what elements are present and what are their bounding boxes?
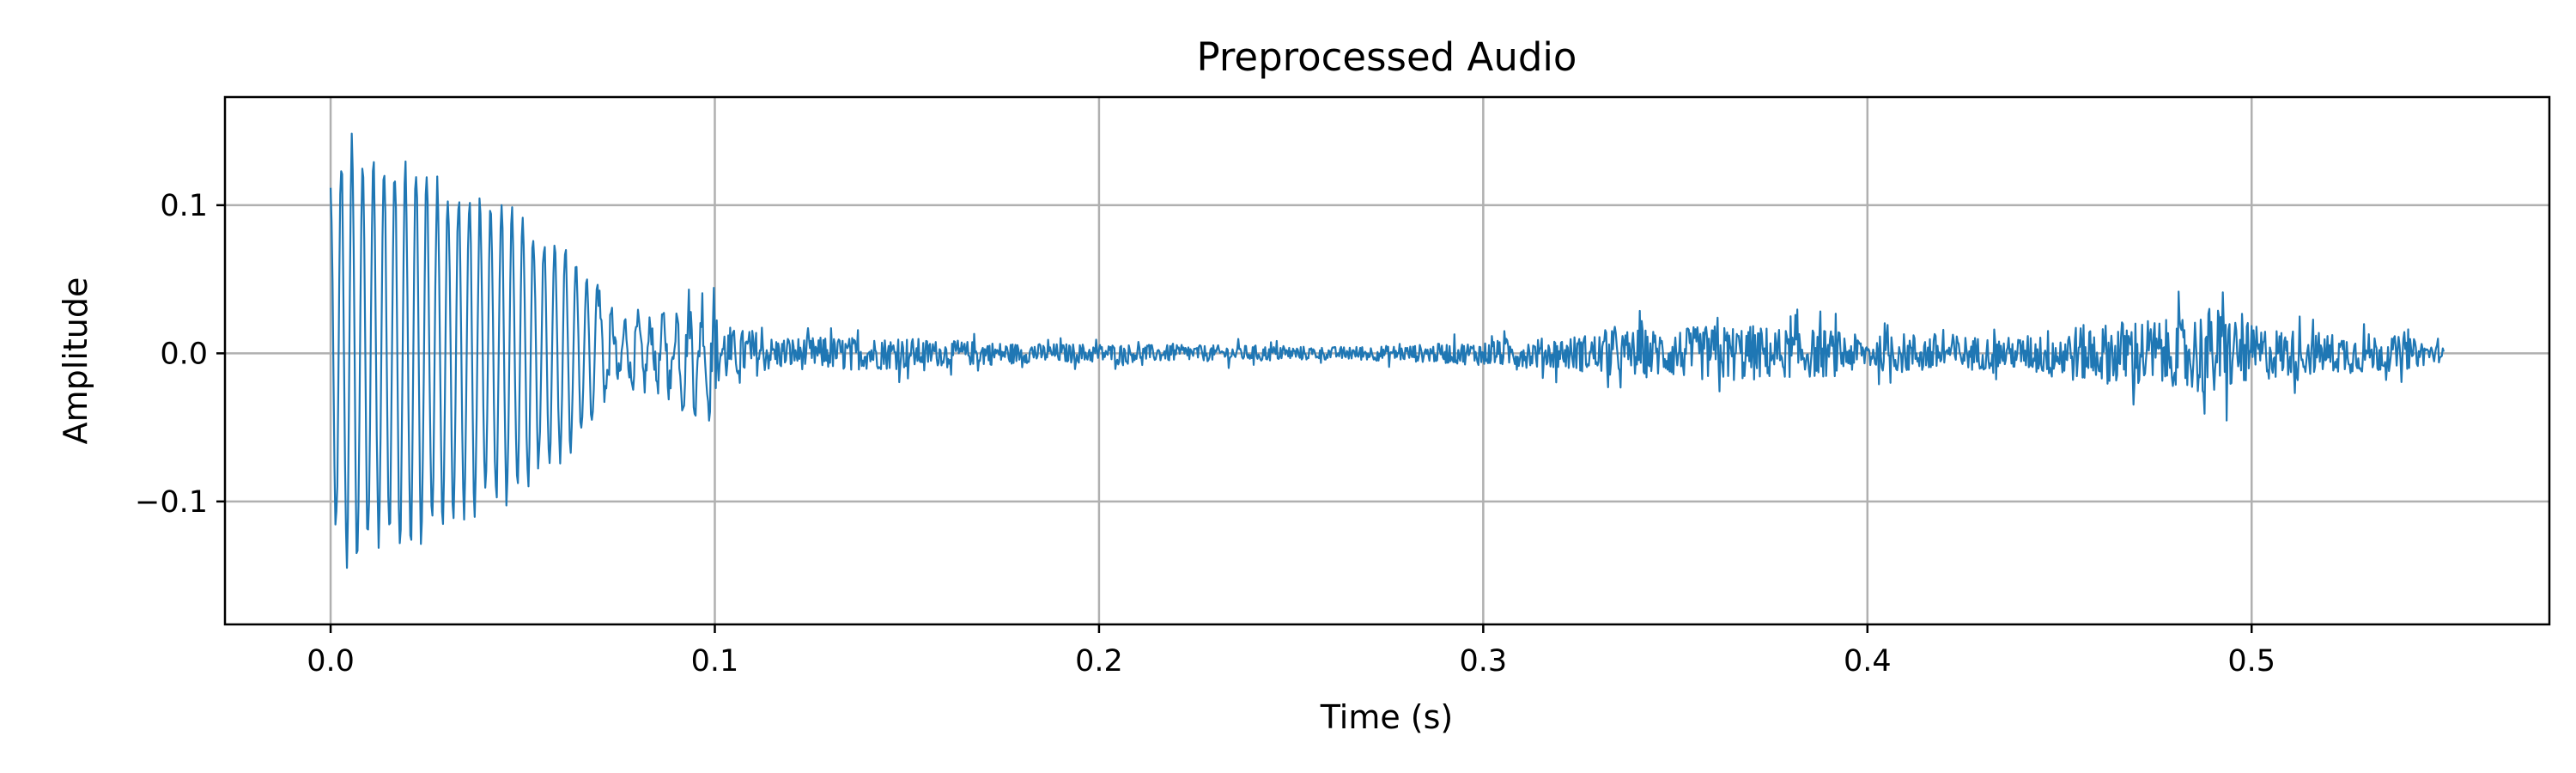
waveform-line (329, 132, 2445, 569)
x-axis-ticks: 0.0 0.1 0.2 0.3 0.4 0.5 (307, 624, 2275, 679)
y-axis-label: Amplitude (57, 277, 94, 445)
x-tick-label: 0.4 (1844, 644, 1892, 679)
x-tick-label: 0.3 (1460, 644, 1508, 679)
chart-title: Preprocessed Audio (1197, 34, 1577, 80)
y-tick-label: −0.1 (135, 485, 208, 520)
x-tick-label: 0.1 (691, 644, 739, 679)
plot-area-frame (223, 95, 2551, 626)
y-tick-label: 0.1 (160, 189, 208, 223)
x-tick-label: 0.5 (2227, 644, 2275, 679)
y-axis-ticks: −0.1 0.0 0.1 (135, 189, 225, 520)
y-tick-label: 0.0 (160, 337, 208, 371)
series-layer (329, 132, 2445, 569)
x-tick-label: 0.2 (1075, 644, 1123, 679)
x-axis-label: Time (s) (1320, 698, 1454, 736)
x-tick-label: 0.0 (307, 644, 355, 679)
